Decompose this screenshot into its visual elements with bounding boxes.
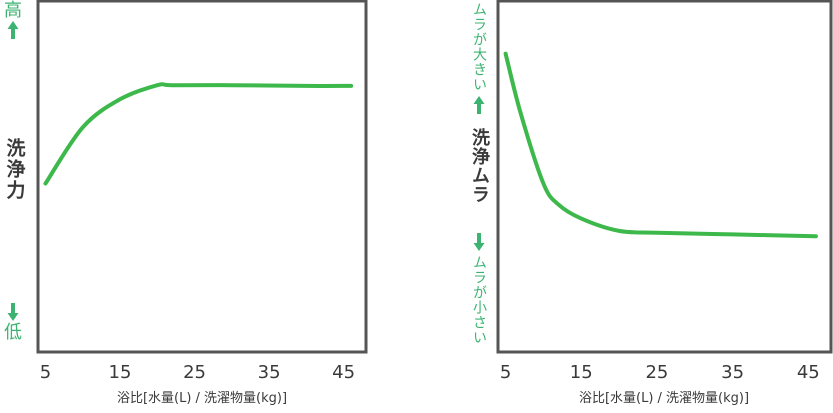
plot-frame-left xyxy=(36,0,368,354)
x-ticks-left: 5 15 25 35 45 xyxy=(40,362,355,383)
series-line xyxy=(503,51,818,239)
arrow-down-icon xyxy=(473,233,485,251)
x-tick-label: 5 xyxy=(500,362,511,383)
y-axis-title-text-right: 洗浄ムラ xyxy=(469,128,490,204)
y-axis-title-right: 洗浄ムラ xyxy=(466,128,492,204)
y-axis-title-text-left: 洗浄力 xyxy=(3,138,26,201)
x-tick-label: 15 xyxy=(570,362,593,383)
x-axis-label-right: 浴比[水量(L) / 洗濯物量(kg)] xyxy=(579,391,749,406)
series-line xyxy=(43,82,354,186)
plot-frame-right xyxy=(496,0,833,354)
x-ticks-right: 5 15 25 35 45 xyxy=(500,362,820,383)
x-tick-label: 45 xyxy=(332,362,355,383)
x-axis-label-left: 浴比[水量(L) / 洗濯物量(kg)] xyxy=(117,391,287,406)
y-high-indicator-left: 高 xyxy=(2,2,24,40)
x-tick-label: 35 xyxy=(258,362,281,383)
series-left xyxy=(43,82,354,186)
arrow-down-icon xyxy=(7,303,19,321)
x-tick-label: 45 xyxy=(797,362,820,383)
arrow-up-icon xyxy=(473,96,485,114)
y-high-indicator-right: ムラが大きい xyxy=(466,2,492,115)
x-tick-label: 25 xyxy=(645,362,668,383)
y-high-label-left: 高 xyxy=(4,0,22,21)
y-low-indicator-right: ムラが小さい xyxy=(466,232,492,345)
series-right xyxy=(503,51,818,239)
y-low-label-right: ムラが小さい xyxy=(471,255,487,345)
chart-right: 5 15 25 35 45 浴比[水量(L) / 洗濯物量(kg)] xyxy=(496,0,833,406)
arrow-up-icon xyxy=(7,21,19,39)
x-tick-label: 5 xyxy=(40,362,51,383)
y-axis-title-left: 洗浄力 xyxy=(2,138,26,201)
x-tick-label: 15 xyxy=(109,362,132,383)
y-high-label-right: ムラが大きい xyxy=(471,2,487,92)
x-tick-label: 25 xyxy=(183,362,206,383)
x-tick-label: 35 xyxy=(721,362,744,383)
y-low-indicator-left: 低 xyxy=(2,302,24,342)
chart-left: 5 15 25 35 45 浴比[水量(L) / 洗濯物量(kg)] xyxy=(36,0,368,406)
y-low-label-left: 低 xyxy=(4,322,22,343)
